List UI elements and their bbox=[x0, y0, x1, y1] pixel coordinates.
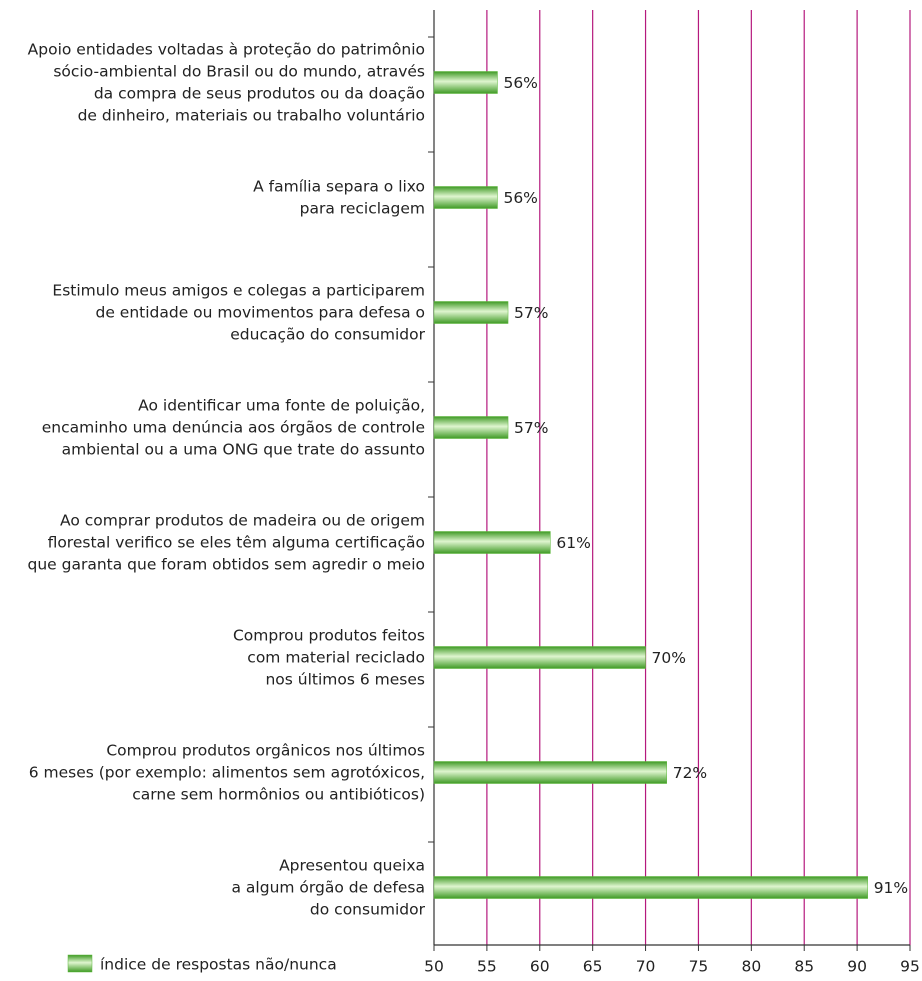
bar bbox=[433, 416, 509, 439]
category-label: A família separa o lixo para reciclagem bbox=[253, 177, 425, 217]
category-line: 6 meses (por exemplo: alimentos sem agro… bbox=[29, 763, 425, 781]
category-line: Apoio entidades voltadas à proteção do p… bbox=[28, 40, 425, 58]
category-label: Ao comprar produtos de madeira ou de ori… bbox=[28, 511, 425, 573]
category-line: educação do consumidor bbox=[230, 325, 425, 343]
category-line: Apresentou queixa bbox=[279, 856, 425, 874]
category-label: Apoio entidades voltadas à proteção do p… bbox=[28, 40, 425, 124]
bar bbox=[433, 301, 509, 324]
x-tick-label: 85 bbox=[794, 958, 814, 976]
x-tick-label: 60 bbox=[530, 958, 550, 976]
value-label: 91% bbox=[874, 879, 908, 897]
value-label: 57% bbox=[514, 304, 548, 322]
category-label: Estimulo meus amigos e colegas a partici… bbox=[52, 281, 425, 343]
x-tick-label: 95 bbox=[900, 958, 920, 976]
bar bbox=[433, 186, 498, 209]
category-label: Comprou produtos orgânicos nos últimos 6 … bbox=[29, 741, 425, 803]
x-tick-label: 65 bbox=[583, 958, 603, 976]
bar bbox=[433, 646, 646, 669]
value-label: 56% bbox=[503, 74, 537, 92]
value-label: 57% bbox=[514, 419, 548, 437]
x-tick-label: 80 bbox=[741, 958, 761, 976]
value-label: 72% bbox=[673, 764, 707, 782]
category-line: nos últimos 6 meses bbox=[265, 670, 425, 688]
category-line: Ao identificar uma fonte de poluição, bbox=[138, 396, 425, 414]
x-tick-label: 50 bbox=[424, 958, 444, 976]
category-label: Comprou produtos feitos com material reci… bbox=[233, 626, 425, 688]
value-label: 70% bbox=[652, 649, 686, 667]
category-line: Ao comprar produtos de madeira ou de ori… bbox=[60, 511, 425, 529]
category-line: de entidade ou movimentos para defesa o bbox=[96, 303, 426, 321]
category-line: A família separa o lixo bbox=[253, 177, 425, 195]
category-line: do consumidor bbox=[310, 900, 426, 918]
bar bbox=[433, 761, 667, 784]
category-line: carne sem hormônios ou antibióticos) bbox=[132, 785, 425, 803]
category-line: sócio-ambiental do Brasil ou do mundo, a… bbox=[53, 62, 425, 80]
x-tick-label: 75 bbox=[689, 958, 709, 976]
value-label: 56% bbox=[503, 189, 537, 207]
x-tick-label: 90 bbox=[847, 958, 867, 976]
bar bbox=[433, 876, 868, 899]
category-line: Comprou produtos feitos bbox=[233, 626, 425, 644]
category-line: a algum órgão de defesa bbox=[232, 878, 426, 896]
category-line: ambiental ou a uma ONG que trate do assu… bbox=[62, 440, 425, 458]
category-line: Estimulo meus amigos e colegas a partici… bbox=[52, 281, 425, 299]
category-line: encaminho uma denúncia aos órgãos de con… bbox=[42, 418, 425, 436]
bar bbox=[433, 71, 498, 94]
category-line: de dinheiro, materiais ou trabalho volun… bbox=[78, 106, 425, 124]
bar bbox=[433, 531, 551, 554]
x-tick-label: 70 bbox=[636, 958, 656, 976]
category-line: com material reciclado bbox=[247, 648, 425, 666]
category-line: para reciclagem bbox=[300, 199, 425, 217]
category-line: que garanta que foram obtidos sem agredi… bbox=[28, 555, 425, 573]
x-tick-label: 55 bbox=[477, 958, 497, 976]
legend-swatch bbox=[67, 954, 93, 973]
value-label: 61% bbox=[556, 534, 590, 552]
category-label: Apresentou queixa a algum órgão de defesa… bbox=[232, 856, 426, 918]
legend-label: índice de respostas não/nunca bbox=[100, 956, 337, 974]
category-line: florestal verifico se eles têm alguma ce… bbox=[48, 533, 425, 551]
category-line: Comprou produtos orgânicos nos últimos bbox=[106, 741, 425, 759]
category-line: da compra de seus produtos ou da doação bbox=[94, 84, 425, 102]
category-label: Ao identificar uma fonte de poluição, enc… bbox=[42, 396, 425, 458]
